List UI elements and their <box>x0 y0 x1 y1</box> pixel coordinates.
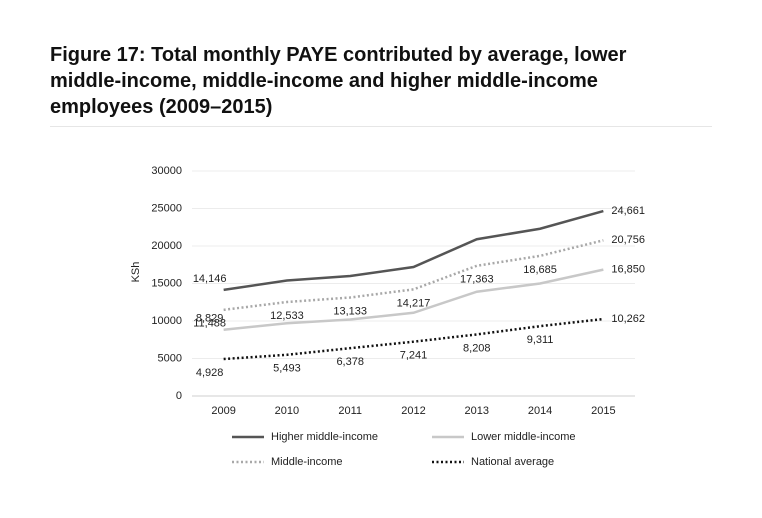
legend-label: Lower middle-income <box>471 431 576 443</box>
y-tick-label: 20000 <box>151 240 182 252</box>
data-label: 16,850 <box>611 264 645 276</box>
data-label: 4,928 <box>196 367 224 379</box>
data-label: 24,661 <box>611 205 645 217</box>
chart-title: Figure 17: Total monthly PAYE contribute… <box>50 44 627 118</box>
data-label: 8,208 <box>463 342 491 354</box>
x-tick-label: 2009 <box>211 405 235 417</box>
x-tick-label: 2010 <box>275 405 299 417</box>
x-tick-label: 2012 <box>401 405 425 417</box>
y-axis-label: KSh <box>130 262 142 283</box>
y-tick-label: 15000 <box>151 277 182 289</box>
series-line <box>223 317 604 361</box>
data-label: 12,533 <box>270 310 304 322</box>
data-label: 10,262 <box>611 313 645 325</box>
data-label: 7,241 <box>400 350 428 362</box>
y-tick-label: 0 <box>176 390 182 402</box>
legend-label: National average <box>471 456 554 468</box>
legend-label: Higher middle-income <box>271 431 378 443</box>
data-label: 6,378 <box>336 356 364 368</box>
x-tick-label: 2015 <box>591 405 615 417</box>
data-label: 14,146 <box>193 273 227 285</box>
data-label: 9,311 <box>527 334 554 346</box>
y-tick-label: 25000 <box>151 202 182 214</box>
y-tick-label: 5000 <box>158 352 182 364</box>
x-tick-label: 2013 <box>465 405 489 417</box>
y-tick-label: 30000 <box>151 165 182 177</box>
data-label: 11,488 <box>193 318 226 330</box>
y-tick-label: 10000 <box>151 315 182 327</box>
series-line <box>223 268 604 332</box>
data-label: 14,217 <box>397 297 431 309</box>
x-tick-label: 2011 <box>338 405 362 417</box>
data-label: 17,363 <box>460 274 494 286</box>
data-label: 5,493 <box>273 363 301 375</box>
data-label: 13,133 <box>333 305 367 317</box>
data-label: 8,829 <box>196 313 224 325</box>
series-line <box>223 239 604 312</box>
x-tick-label: 2014 <box>528 405 552 417</box>
data-label: 18,685 <box>523 264 557 276</box>
data-label: 20,756 <box>611 234 645 246</box>
separator <box>50 126 712 127</box>
legend-label: Middle-income <box>271 456 343 468</box>
series-line <box>223 209 604 292</box>
